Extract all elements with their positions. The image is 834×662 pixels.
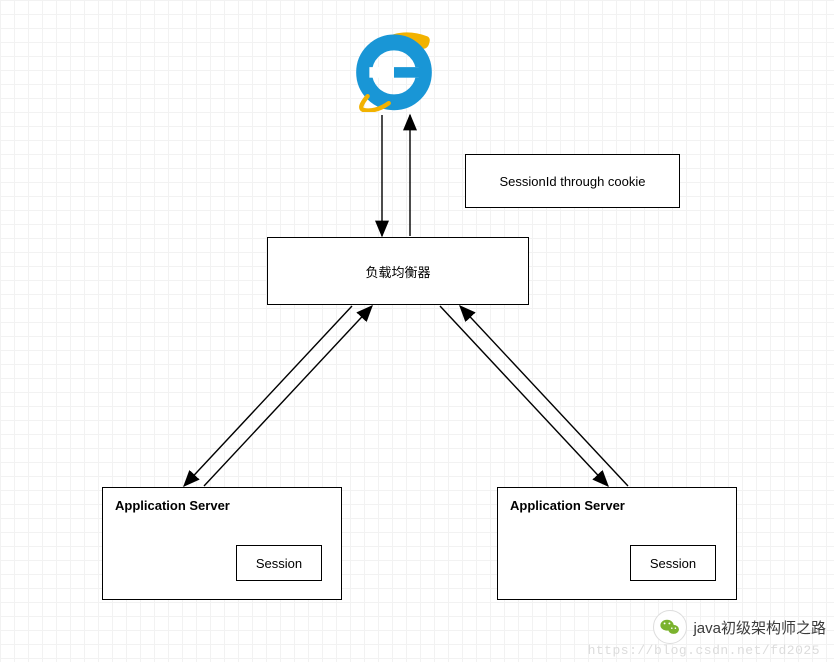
load-balancer-label: 负载均衡器	[365, 262, 430, 281]
app-server-2-session-label: Session	[650, 556, 696, 571]
load-balancer-box: 负载均衡器	[267, 237, 529, 305]
edge-lb-to-app2	[440, 306, 608, 486]
edge-lb-to-app1	[184, 306, 352, 486]
wechat-badge: java初级架构师之路	[653, 610, 826, 644]
edge-app2-to-lb	[460, 306, 628, 486]
cookie-note-box: SessionId through cookie	[465, 154, 680, 208]
app-server-2-box: Application Server	[497, 487, 737, 600]
app-server-2-label: Application Server	[498, 488, 736, 523]
ie-logo-icon	[350, 24, 438, 112]
app-server-2-session-box: Session	[630, 545, 716, 581]
app-server-1-label: Application Server	[103, 488, 341, 523]
app-server-1-session-box: Session	[236, 545, 322, 581]
app-server-1-box: Application Server	[102, 487, 342, 600]
diagram-stage: SessionId through cookie 负载均衡器 Applicati…	[0, 0, 834, 662]
cookie-note-label: SessionId through cookie	[500, 174, 646, 189]
app-server-1-session-label: Session	[256, 556, 302, 571]
edge-app1-to-lb	[204, 306, 372, 486]
wechat-icon	[653, 610, 687, 644]
watermark-text: https://blog.csdn.net/fd2025	[588, 643, 820, 658]
wechat-label: java初级架构师之路	[693, 617, 826, 638]
